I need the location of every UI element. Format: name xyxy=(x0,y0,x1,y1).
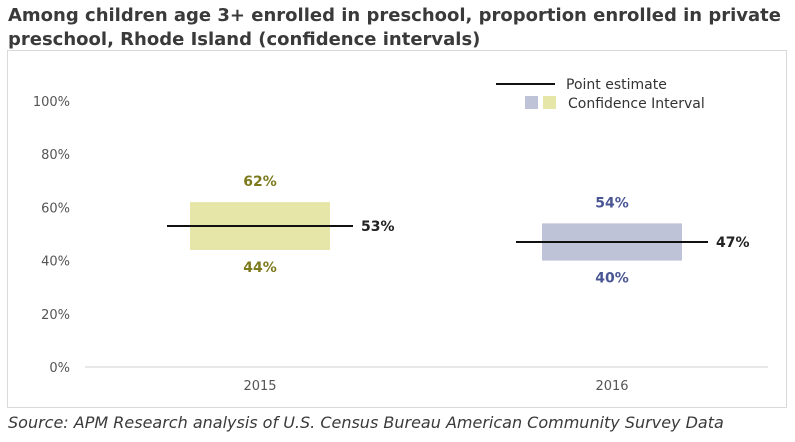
legend: Point estimate Confidence Interval xyxy=(496,77,705,112)
x-tick-label-2015: 2015 xyxy=(243,379,276,394)
point-estimate-label-2016: 47% xyxy=(716,235,750,251)
y-tick-label: 20% xyxy=(41,308,70,323)
ci-low-label-2016: 40% xyxy=(595,271,629,287)
y-tick-label: 60% xyxy=(41,201,70,216)
ci-high-label-2016: 54% xyxy=(595,195,629,211)
y-axis-ticks: 0% 20% 40% 60% 80% 100% xyxy=(33,95,70,376)
source-note: Source: APM Research analysis of U.S. Ce… xyxy=(8,413,724,432)
y-tick-label: 0% xyxy=(49,361,70,376)
y-tick-label: 100% xyxy=(33,95,70,110)
ci-high-label-2015: 62% xyxy=(243,174,277,190)
legend-confidence-interval-label: Confidence Interval xyxy=(568,96,705,112)
chart-title: Among children age 3+ enrolled in presch… xyxy=(8,5,781,50)
y-tick-label: 40% xyxy=(41,255,70,270)
interval-series: 53% 62% 44% 47% 54% 40% xyxy=(167,174,750,287)
ci-low-label-2015: 44% xyxy=(243,260,277,276)
y-tick-label: 80% xyxy=(41,148,70,163)
point-estimate-label-2015: 53% xyxy=(361,219,395,235)
x-axis-ticks: 2015 2016 xyxy=(243,379,628,394)
legend-ci-swatch-2015 xyxy=(543,96,556,109)
legend-point-estimate-label: Point estimate xyxy=(566,77,667,93)
legend-ci-swatch-2016 xyxy=(525,96,538,109)
x-tick-label-2016: 2016 xyxy=(595,379,628,394)
plot-frame xyxy=(7,50,787,408)
